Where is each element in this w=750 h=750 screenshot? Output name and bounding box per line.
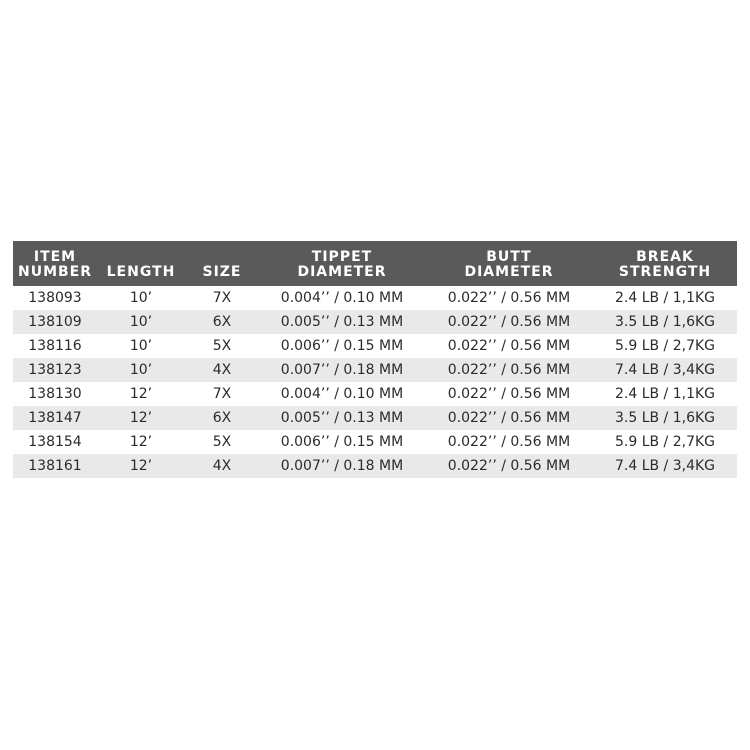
table-row: 138116 10’ 5X 0.006’’ / 0.15 MM 0.022’’ … [13, 334, 737, 358]
cell-break-strength: 5.9 LB / 2,7KG [614, 338, 716, 354]
header-butt-diameter: BUTT DIAMETER [425, 241, 593, 286]
cell-length: 12’ [129, 386, 153, 402]
cell-tippet-diameter: 0.005’’ / 0.13 MM [280, 314, 404, 330]
header-line: BUTT [486, 249, 532, 265]
table-body: 138093 10’ 7X 0.004’’ / 0.10 MM 0.022’’ … [13, 286, 737, 478]
cell-length: 10’ [129, 290, 153, 306]
table-row: 138123 10’ 4X 0.007’’ / 0.18 MM 0.022’’ … [13, 358, 737, 382]
cell-break-strength: 5.9 LB / 2,7KG [614, 434, 716, 450]
cell-item-number: 138147 [28, 410, 82, 426]
header-length: LENGTH [97, 241, 185, 286]
cell-item-number: 138161 [28, 458, 82, 474]
cell-length: 10’ [129, 314, 153, 330]
header-line: BREAK [636, 249, 694, 265]
header-line: ITEM [33, 249, 77, 265]
cell-tippet-diameter: 0.004’’ / 0.10 MM [280, 290, 404, 306]
table-row: 138154 12’ 5X 0.006’’ / 0.15 MM 0.022’’ … [13, 430, 737, 454]
cell-item-number: 138093 [28, 290, 82, 306]
header-item-number: ITEM NUMBER [13, 241, 97, 286]
header-tippet-diameter: TIPPET DIAMETER [259, 241, 425, 286]
cell-length: 12’ [129, 434, 153, 450]
table-row: 138130 12’ 7X 0.004’’ / 0.10 MM 0.022’’ … [13, 382, 737, 406]
cell-break-strength: 2.4 LB / 1,1KG [614, 386, 716, 402]
cell-tippet-diameter: 0.004’’ / 0.10 MM [280, 386, 404, 402]
header-line: SIZE [202, 264, 242, 280]
cell-item-number: 138116 [28, 338, 82, 354]
cell-length: 10’ [129, 338, 153, 354]
table-row: 138093 10’ 7X 0.004’’ / 0.10 MM 0.022’’ … [13, 286, 737, 310]
cell-tippet-diameter: 0.007’’ / 0.18 MM [280, 458, 404, 474]
cell-butt-diameter: 0.022’’ / 0.56 MM [447, 314, 571, 330]
cell-item-number: 138109 [28, 314, 82, 330]
cell-size: 7X [212, 386, 232, 402]
table-row: 138147 12’ 6X 0.005’’ / 0.13 MM 0.022’’ … [13, 406, 737, 430]
header-line: LENGTH [106, 264, 176, 280]
cell-butt-diameter: 0.022’’ / 0.56 MM [447, 338, 571, 354]
cell-size: 5X [212, 434, 232, 450]
cell-break-strength: 7.4 LB / 3,4KG [614, 458, 716, 474]
cell-tippet-diameter: 0.005’’ / 0.13 MM [280, 410, 404, 426]
header-line: DIAMETER [297, 264, 387, 280]
table-row: 138109 10’ 6X 0.005’’ / 0.13 MM 0.022’’ … [13, 310, 737, 334]
cell-size: 5X [212, 338, 232, 354]
header-size: SIZE [185, 241, 259, 286]
spec-table: ITEM NUMBER LENGTH SIZE TIPPET DIAMETER … [13, 241, 737, 478]
cell-break-strength: 7.4 LB / 3,4KG [614, 362, 716, 378]
cell-item-number: 138154 [28, 434, 82, 450]
header-line: TIPPET [311, 249, 373, 265]
header-break-strength: BREAK STRENGTH [593, 241, 737, 286]
cell-break-strength: 2.4 LB / 1,1KG [614, 290, 716, 306]
cell-butt-diameter: 0.022’’ / 0.56 MM [447, 434, 571, 450]
cell-tippet-diameter: 0.006’’ / 0.15 MM [280, 338, 404, 354]
cell-size: 6X [212, 314, 232, 330]
cell-butt-diameter: 0.022’’ / 0.56 MM [447, 290, 571, 306]
table-row: 138161 12’ 4X 0.007’’ / 0.18 MM 0.022’’ … [13, 454, 737, 478]
cell-size: 4X [212, 362, 232, 378]
cell-butt-diameter: 0.022’’ / 0.56 MM [447, 410, 571, 426]
cell-tippet-diameter: 0.007’’ / 0.18 MM [280, 362, 404, 378]
cell-break-strength: 3.5 LB / 1,6KG [614, 314, 716, 330]
cell-tippet-diameter: 0.006’’ / 0.15 MM [280, 434, 404, 450]
cell-length: 12’ [129, 410, 153, 426]
cell-butt-diameter: 0.022’’ / 0.56 MM [447, 362, 571, 378]
cell-break-strength: 3.5 LB / 1,6KG [614, 410, 716, 426]
header-line: NUMBER [17, 264, 93, 280]
cell-size: 6X [212, 410, 232, 426]
cell-item-number: 138123 [28, 362, 82, 378]
header-line: STRENGTH [618, 264, 712, 280]
header-row: ITEM NUMBER LENGTH SIZE TIPPET DIAMETER … [13, 241, 737, 286]
cell-length: 12’ [129, 458, 153, 474]
cell-size: 4X [212, 458, 232, 474]
cell-butt-diameter: 0.022’’ / 0.56 MM [447, 386, 571, 402]
cell-butt-diameter: 0.022’’ / 0.56 MM [447, 458, 571, 474]
header-line: DIAMETER [464, 264, 554, 280]
cell-length: 10’ [129, 362, 153, 378]
cell-item-number: 138130 [28, 386, 82, 402]
table-header: ITEM NUMBER LENGTH SIZE TIPPET DIAMETER … [13, 241, 737, 286]
cell-size: 7X [212, 290, 232, 306]
